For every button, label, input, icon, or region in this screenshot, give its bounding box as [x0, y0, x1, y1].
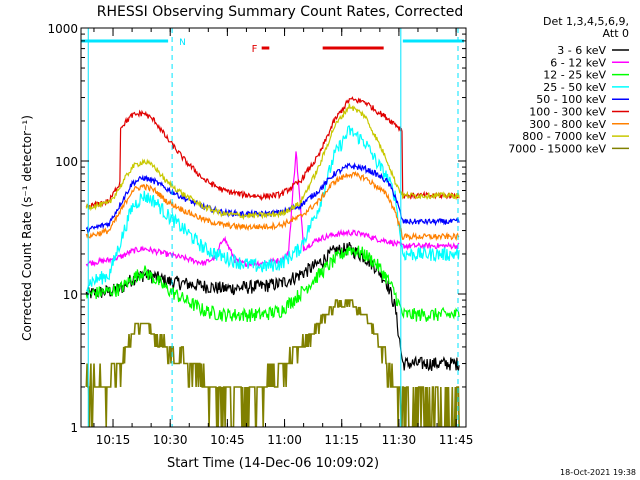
series-line-7000-15000-kev [85, 299, 460, 427]
legend-entry-label: 800 - 7000 keV [522, 130, 606, 143]
flare-label: F [252, 44, 258, 55]
chart-title: RHESSI Observing Summary Count Rates, Co… [97, 4, 463, 20]
x-tick-label: 10:15 [96, 433, 131, 447]
series-line-6-12-kev [85, 151, 460, 269]
y-tick-label: 1000 [47, 22, 78, 36]
x-tick-label: 11:30 [382, 433, 417, 447]
series-line-800-7000-kev [85, 103, 460, 221]
legend-entry-label: 25 - 50 keV [543, 81, 606, 94]
series-line-300-800-kev [85, 170, 460, 242]
series-line-12-25-kev [85, 245, 460, 323]
series-line-100-300-kev [85, 96, 460, 210]
legend-entry-label: 300 - 800 keV [529, 118, 606, 131]
x-tick-label: 10:45 [210, 433, 245, 447]
night-marker-label: N [179, 38, 186, 48]
legend-entry-label: 3 - 6 keV [557, 44, 606, 57]
x-tick-label: 10:30 [153, 433, 188, 447]
y-tick-label: 1 [70, 421, 78, 435]
x-tick-label: 11:00 [267, 433, 302, 447]
x-tick-label: 11:15 [324, 433, 359, 447]
y-tick-label: 100 [55, 155, 78, 169]
overlay-layer: NF [81, 28, 464, 427]
series-layer [85, 96, 460, 427]
series-line-50-100-kev [85, 162, 460, 235]
x-axis-label: Start Time (14-Dec-06 10:09:02) [167, 456, 379, 471]
y-axis: 1 10 100 1000 [47, 22, 466, 435]
legend-entry-label: 12 - 25 keV [543, 69, 606, 82]
legend-entry-label: 6 - 12 keV [550, 56, 606, 69]
legend-entry-label: 100 - 300 keV [529, 106, 606, 119]
legend-entry-label: 50 - 100 keV [536, 93, 606, 106]
y-tick-label: 10 [63, 288, 78, 302]
legend-entry-label: 7000 - 15000 keV [508, 142, 606, 155]
legend-header: Det 1,3,4,5,6,9, [543, 15, 629, 28]
footer-timestamp: 18-Oct-2021 19:38 [560, 468, 636, 477]
plot-frame [80, 27, 467, 428]
x-tick-label: 11:45 [439, 433, 474, 447]
series-line-25-50-kev [85, 125, 460, 292]
x-axis: 10:15 10:30 10:45 11:00 11:15 11:30 11:45 [93, 28, 474, 447]
legend-header: Att 0 [603, 27, 629, 40]
y-axis-label: Corrected Count Rate (s⁻¹ detector⁻¹) [20, 115, 34, 341]
